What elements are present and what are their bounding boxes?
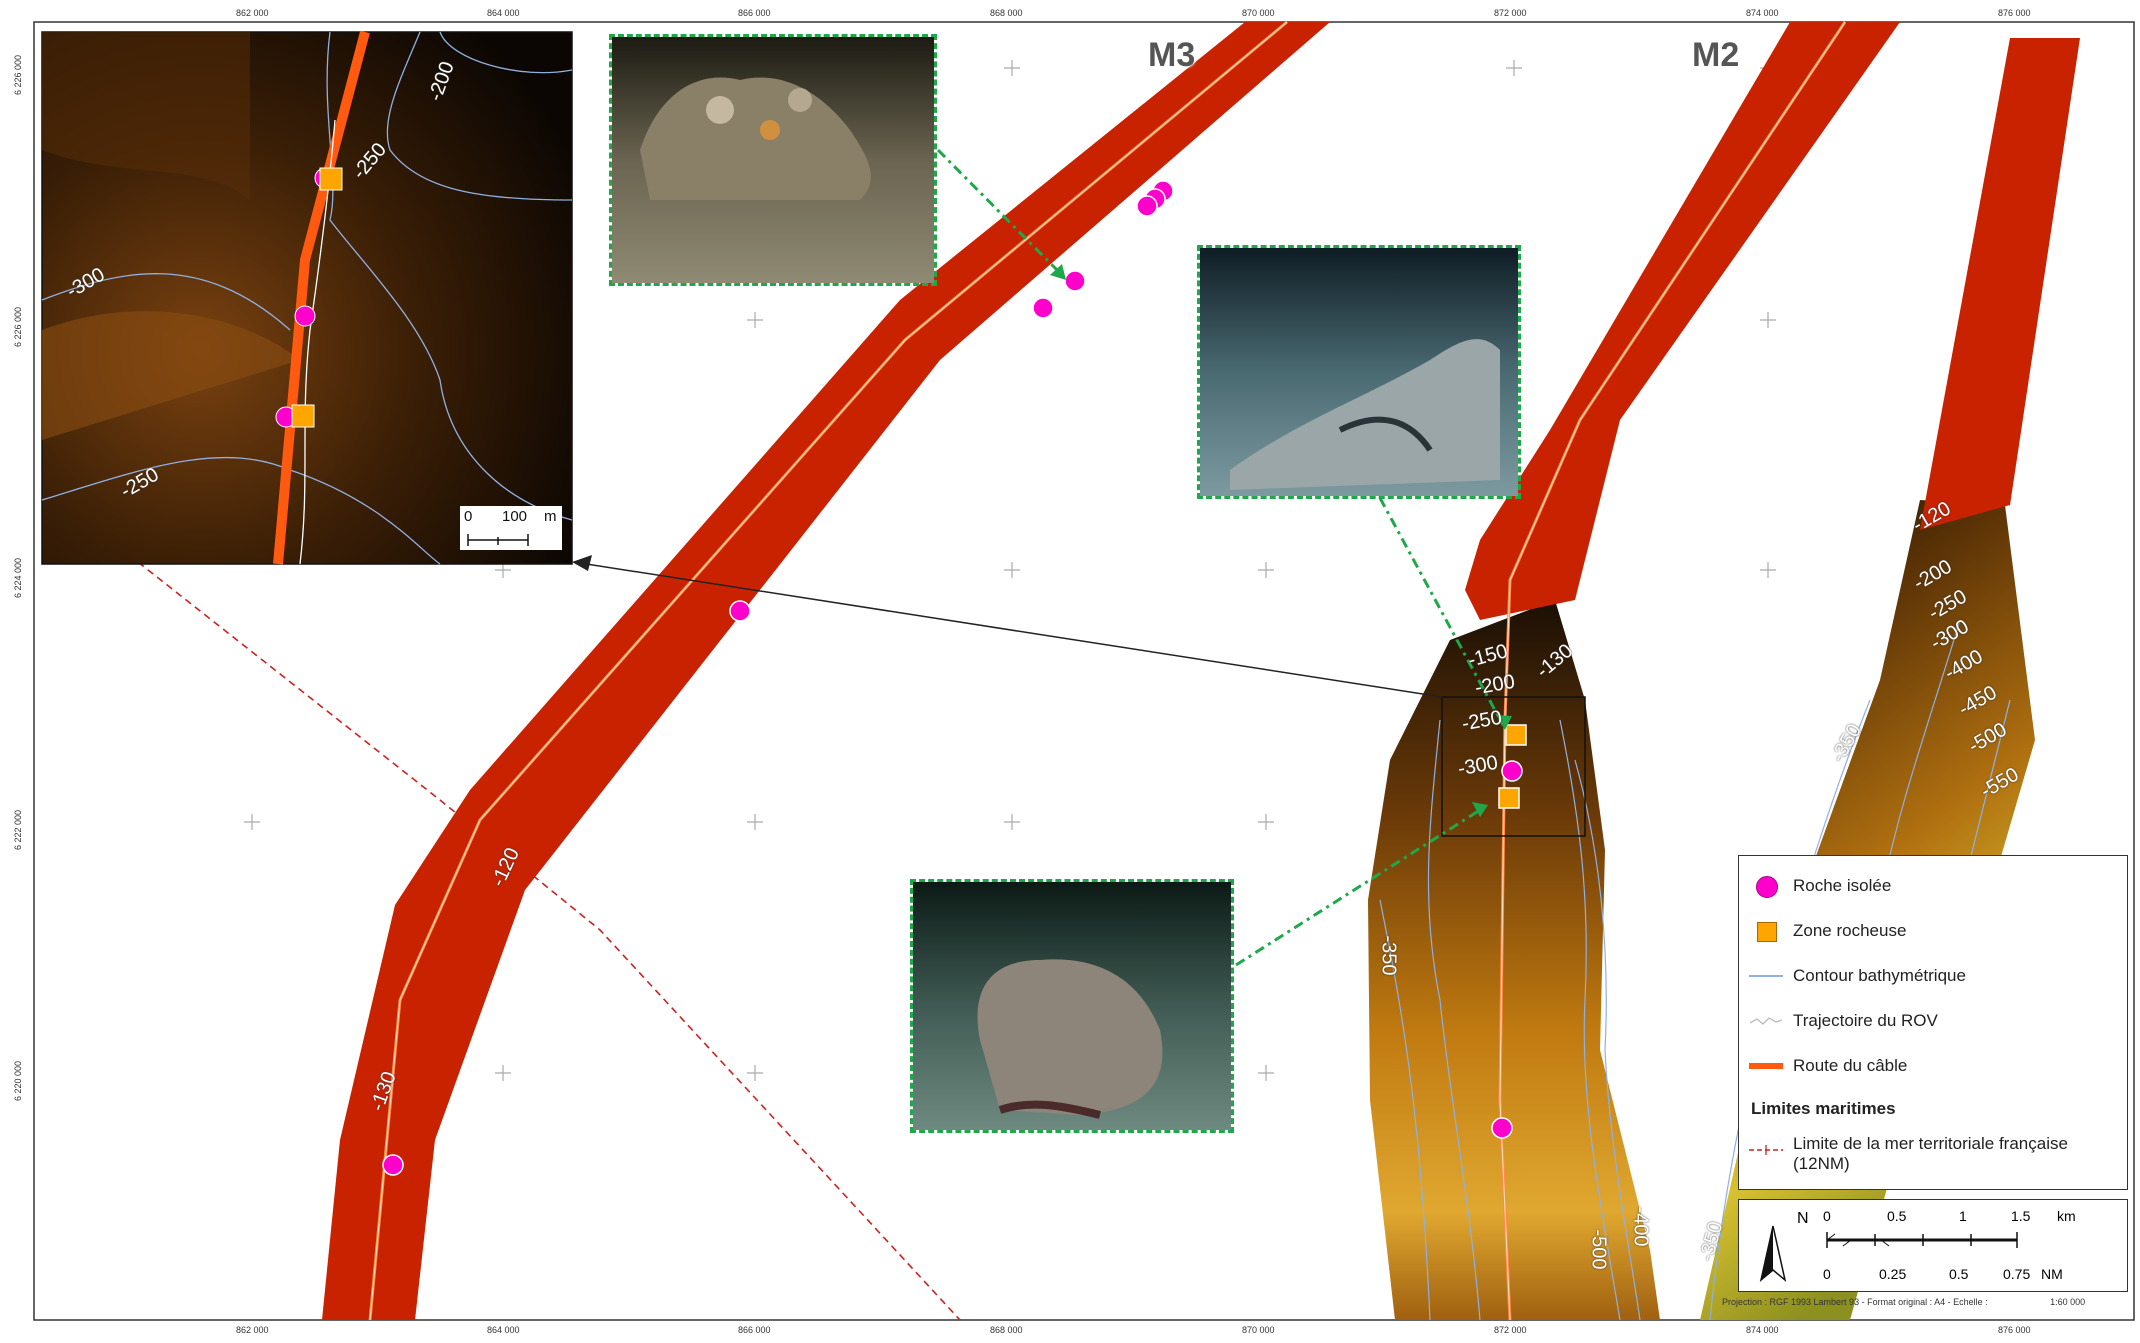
legend-item-zone: Zone rocheuse: [1749, 919, 1906, 943]
photo-leaders: [936, 148, 1505, 967]
m3-corridor: [322, 22, 1330, 1320]
scale-bar-graphic: [1826, 1232, 2018, 1248]
x-tick: 876 000: [1998, 1325, 2031, 1335]
m2-corridor: [1465, 22, 1900, 620]
km-tick: 1: [1959, 1208, 1967, 1224]
legend-label: Contour bathymétrique: [1793, 966, 1966, 985]
legend-label: Roche isolée: [1793, 876, 1892, 895]
zoom-leader-line: [579, 562, 1443, 698]
contour-label: -500: [1587, 1229, 1610, 1270]
legend-item-contour: Contour bathymétrique: [1749, 964, 1966, 988]
km-unit: km: [2057, 1208, 2076, 1224]
x-tick: 866 000: [738, 8, 771, 18]
legend-label: Route du câble: [1793, 1056, 1908, 1075]
projection-text: Projection : RGF 1993 Lambert 93 - Forma…: [1722, 1297, 1988, 1307]
x-tick: 862 000: [236, 1325, 269, 1335]
legend-item-cable: Route du câble: [1749, 1054, 1907, 1078]
photo-leader-arrowheads: [1050, 264, 1512, 817]
inset-scale-unit: m: [544, 508, 557, 525]
x-tick: 868 000: [990, 8, 1023, 18]
cable-line-icon: [1749, 1063, 1783, 1069]
inset-cable-route: [273, 30, 370, 565]
rov-track-line-icon: [1749, 1017, 1783, 1025]
nm-tick: 0.75: [2003, 1266, 2031, 1282]
y-tick: 6 222 000: [13, 809, 23, 850]
inset-scale-mid: 100: [502, 508, 528, 525]
legend-label: Limite de la mer territoriale française …: [1793, 1134, 2068, 1173]
map-legend: Roche isolée Zone rocheuse Contour bathy…: [1738, 855, 2128, 1190]
x-tick: 872 000: [1494, 8, 1527, 18]
boundary-line-icon: [1749, 1145, 1783, 1155]
circle-marker-icon: [1756, 876, 1778, 898]
territorial-sea-boundary: [109, 539, 961, 1321]
x-tick: 874 000: [1746, 8, 1779, 18]
x-tick: 864 000: [487, 8, 520, 18]
m3-rov-track: [369, 21, 1288, 1321]
north-arrow-icon: [1759, 1225, 1787, 1282]
legend-item-rov: Trajectoire du ROV: [1749, 1009, 1938, 1033]
scale-bar-box: N 0 0.5 1 1.5 km 0 0.25 0.5 0.75 NM: [1738, 1199, 2128, 1292]
legend-section-title: Limites maritimes: [1751, 1099, 1896, 1118]
zoom-extent-box: [1441, 696, 1586, 837]
x-tick: 868 000: [990, 1325, 1023, 1335]
roche-isolee-markers: [382, 180, 1523, 1176]
x-tick: 876 000: [1998, 8, 2031, 18]
seabed-photo-3: [910, 879, 1234, 1133]
photo-3-scene: [913, 882, 1231, 1130]
north-label: N: [1797, 1210, 1809, 1227]
legend-item-boundary: Limite de la mer territoriale française …: [1749, 1134, 2093, 1174]
nm-tick: 0.25: [1879, 1266, 1907, 1282]
inset-scale-zero: 0: [464, 508, 473, 525]
km-tick: 1.5: [2011, 1208, 2031, 1224]
nm-tick: 0.5: [1949, 1266, 1969, 1282]
x-tick: 870 000: [1242, 8, 1275, 18]
x-tick: 862 000: [236, 8, 269, 18]
square-marker-icon: [1757, 922, 1777, 942]
photo-1-scene: [612, 37, 934, 283]
y-tick: 6 226 000: [13, 306, 23, 347]
leader-arrow-head: [572, 555, 592, 571]
x-tick: 874 000: [1746, 1325, 1779, 1335]
km-tick: 0.5: [1887, 1208, 1907, 1224]
contour-line-icon: [1749, 975, 1783, 977]
seabed-photo-1: [609, 34, 937, 286]
route-label-m3: M3: [1148, 36, 1196, 74]
y-tick: 6 224 000: [13, 557, 23, 598]
legend-label: Zone rocheuse: [1793, 921, 1907, 940]
footer-note: Projection : RGF 1993 Lambert 93 - Forma…: [1722, 1297, 2085, 1307]
x-tick: 872 000: [1494, 1325, 1527, 1335]
x-tick: 866 000: [738, 1325, 771, 1335]
km-tick: 0: [1823, 1208, 1831, 1224]
route-label-m2: M2: [1692, 36, 1740, 74]
legend-label: Trajectoire du ROV: [1793, 1011, 1938, 1030]
y-tick: 6 220 000: [13, 1060, 23, 1101]
inset-map: [41, 30, 573, 565]
contour-label: -350: [1377, 935, 1400, 976]
x-tick: 864 000: [487, 1325, 520, 1335]
scale-text: 1:60 000: [2050, 1297, 2086, 1307]
m2-bathymetry: [1368, 600, 1660, 1320]
nm-unit: NM: [2041, 1266, 2063, 1282]
y-tick: 6 226 000: [13, 54, 23, 95]
zone-rocheuse-markers: [1498, 724, 1527, 809]
m2-contours: [1379, 719, 1641, 1321]
photo-2-scene: [1200, 248, 1518, 496]
contour-label: -400: [1629, 1206, 1652, 1247]
seabed-photo-2: [1197, 245, 1521, 499]
legend-item-roche: Roche isolée: [1749, 874, 1891, 898]
nm-tick: 0: [1823, 1266, 1831, 1282]
east-corridor: [1920, 38, 2080, 530]
x-tick: 870 000: [1242, 1325, 1275, 1335]
